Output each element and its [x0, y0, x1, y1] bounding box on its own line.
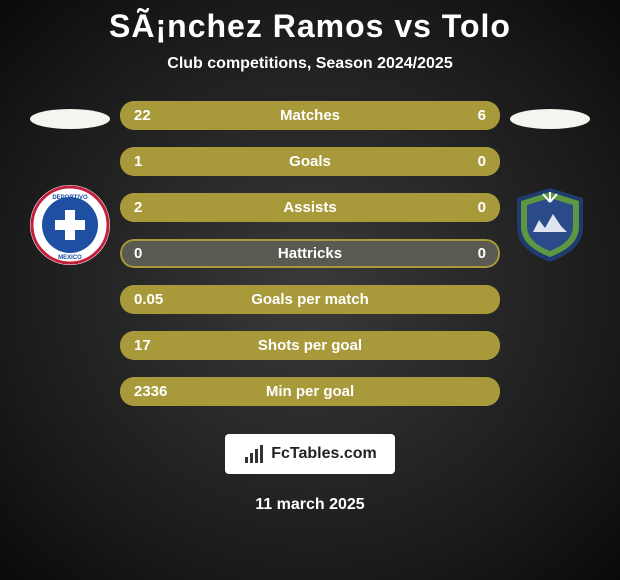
svg-text:DEPORTIVO: DEPORTIVO — [52, 195, 88, 201]
club-logo-left: DEPORTIVO MEXICO — [29, 184, 111, 266]
stat-bar: 226Matches — [120, 101, 500, 130]
stat-label: Assists — [120, 199, 500, 216]
left-player-col: DEPORTIVO MEXICO — [20, 101, 120, 266]
fctables-logo[interactable]: FcTables.com — [225, 434, 395, 474]
cruz-azul-icon: DEPORTIVO MEXICO — [29, 184, 111, 266]
footer-brand-text: FcTables.com — [271, 445, 377, 463]
stat-label: Goals per match — [120, 291, 500, 308]
stat-label: Matches — [120, 107, 500, 124]
sounders-icon — [509, 184, 591, 266]
stat-bar: 00Hattricks — [120, 239, 500, 268]
player-ellipse-right — [510, 109, 590, 129]
stat-label: Hattricks — [120, 245, 500, 262]
stat-bar: 10Goals — [120, 147, 500, 176]
right-player-col — [500, 101, 600, 266]
date-label: 11 march 2025 — [255, 496, 364, 514]
svg-text:MEXICO: MEXICO — [58, 255, 82, 261]
page-title: SÃ¡nchez Ramos vs Tolo — [109, 8, 511, 45]
stat-bar: 2336Min per goal — [120, 377, 500, 406]
stat-label: Min per goal — [120, 383, 500, 400]
subtitle: Club competitions, Season 2024/2025 — [167, 55, 452, 73]
club-logo-right — [509, 184, 591, 266]
stat-bar: 0.05Goals per match — [120, 285, 500, 314]
stats-bars: 226Matches 10Goals 20Assists 00Hattricks 0.0… — [120, 101, 500, 406]
player-ellipse-left — [30, 109, 110, 129]
chart-icon — [243, 443, 265, 465]
stat-bar: 20Assists — [120, 193, 500, 222]
stat-bar: 17Shots per goal — [120, 331, 500, 360]
comparison-row: DEPORTIVO MEXICO 226Matches 10Goals 20Assi… — [0, 101, 620, 406]
stat-label: Shots per goal — [120, 337, 500, 354]
stat-label: Goals — [120, 153, 500, 170]
